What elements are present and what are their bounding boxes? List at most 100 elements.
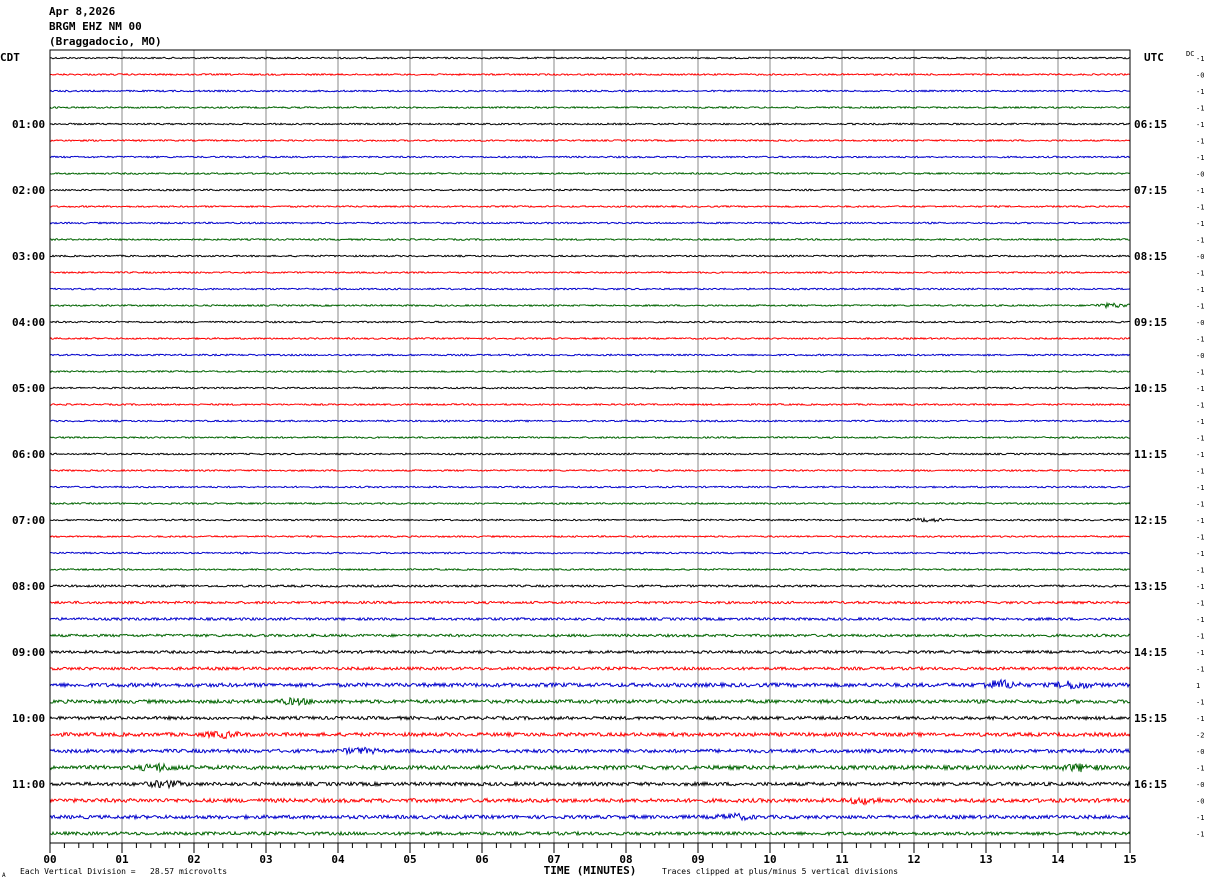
- dc-offset-label: -0: [1196, 72, 1204, 80]
- x-tick-label: 09: [691, 853, 704, 866]
- seismic-trace-row: [49, 320, 1131, 324]
- seismic-trace-row: [49, 353, 1131, 357]
- dc-offset-label: -1: [1196, 154, 1204, 162]
- seismic-trace-row: [49, 452, 1131, 456]
- x-tick-label: 02: [187, 853, 200, 866]
- plot-frame: [49, 49, 1131, 844]
- dc-offset-label: -1: [1196, 138, 1204, 146]
- seismic-trace-row: [49, 501, 1131, 506]
- seismic-trace-row: [49, 649, 1131, 655]
- utc-hour-label: 10:15: [1134, 382, 1167, 395]
- dc-offset-label: -1: [1196, 765, 1204, 773]
- utc-hour-label: 07:15: [1134, 184, 1167, 197]
- cdt-hour-label: 02:00: [12, 184, 45, 197]
- dc-offset-label: -1: [1196, 435, 1204, 443]
- seismic-trace-row: [49, 830, 1131, 837]
- seismic-trace-row: [49, 435, 1131, 440]
- dc-offset-label: -1: [1196, 814, 1204, 822]
- dc-offset-label: -1: [1196, 517, 1204, 525]
- dc-offset-label: -1: [1196, 616, 1204, 624]
- cdt-hour-label: 09:00: [12, 646, 45, 659]
- dc-offset-label: -1: [1196, 385, 1204, 393]
- plot-date: Apr 8,2026: [49, 5, 116, 18]
- seismic-trace-row: [49, 122, 1131, 126]
- station-name: BRGM EHZ NM 00: [49, 20, 142, 33]
- utc-hour-label: 11:15: [1134, 448, 1167, 461]
- x-tick-label: 04: [331, 853, 345, 866]
- dc-offset-label: -0: [1196, 253, 1204, 261]
- dc-offset-label: -1: [1196, 567, 1204, 575]
- seismic-trace-row: [49, 254, 1131, 258]
- dc-offset-label: -0: [1196, 171, 1204, 179]
- dc-offset-label: -1: [1196, 451, 1204, 459]
- x-tick-label: 14: [1051, 853, 1065, 866]
- clipping-note: Traces clipped at plus/minus 5 vertical …: [662, 867, 898, 876]
- seismic-trace-row: [49, 155, 1131, 159]
- seismic-trace-row: [49, 665, 1131, 672]
- seismic-trace-row: [49, 56, 1131, 60]
- seismic-trace-row: [49, 696, 1131, 707]
- dc-offset-label: -0: [1196, 798, 1204, 806]
- seismic-trace-row: [49, 171, 1131, 176]
- cdt-hour-label: 11:00: [12, 778, 45, 791]
- x-axis: 00 01 02 03 04 05 06 07 08 09 10 11 12 13 14 15: [43, 843, 1137, 866]
- dc-offset-label: -1: [1196, 715, 1204, 723]
- seismic-trace-row: [49, 632, 1131, 638]
- x-tick-label: 06: [475, 853, 489, 866]
- seismic-trace-row: [49, 270, 1131, 275]
- seismic-trace-row: [49, 746, 1131, 756]
- dc-offset-label: -1: [1196, 699, 1204, 707]
- cdt-hour-label: 06:00: [12, 448, 45, 461]
- utc-hour-label: 12:15: [1134, 514, 1167, 527]
- dc-offset-label: -1: [1196, 633, 1204, 641]
- seismic-trace-row: [49, 287, 1131, 291]
- x-tick-label: 13: [979, 853, 992, 866]
- x-tick-label: 01: [115, 853, 129, 866]
- seismic-trace-row: [49, 551, 1131, 555]
- seismic-trace-row: [49, 105, 1131, 110]
- seismic-trace-row: [49, 567, 1131, 572]
- dc-offset-label: -1: [1196, 418, 1204, 426]
- dc-offset-label: -1: [1196, 237, 1204, 245]
- x-tick-label: 12: [907, 853, 920, 866]
- seismic-trace-row: [49, 419, 1131, 423]
- cdt-hour-label: 10:00: [12, 712, 45, 725]
- dc-offset-label: -1: [1196, 468, 1204, 476]
- dc-offset-label: -1: [1196, 187, 1204, 195]
- utc-hour-label: 09:15: [1134, 316, 1167, 329]
- dc-offset-label: -1: [1196, 649, 1204, 657]
- dc-offset-label: -1: [1196, 204, 1204, 212]
- utc-hour-label: 13:15: [1134, 580, 1167, 593]
- seismic-trace-row: [49, 221, 1131, 225]
- dc-offset-label: -1: [1196, 286, 1204, 294]
- seismic-trace-row: [49, 402, 1131, 407]
- dc-offset-labels: -1 -0 -1 -1 -1 -1 -1 -0 -1 -1 -1 -1 -0 -1 -1 -1 -0 -1 -0 -1…: [1196, 55, 1204, 839]
- cdt-hour-label: 05:00: [12, 382, 45, 395]
- seismic-trace-row: [49, 796, 1131, 806]
- grid-lines: [121, 50, 1059, 843]
- left-timezone-label: CDT: [0, 51, 20, 64]
- dc-offset-label: -1: [1196, 501, 1204, 509]
- seismic-trace-row: [49, 516, 1131, 523]
- x-tick-label: 10: [763, 853, 776, 866]
- hour-labels: 01:00 02:00 03:00 04:00 05:00 06:00 07:00 08:00…: [12, 118, 1167, 791]
- x-tick-label: 07: [547, 853, 560, 866]
- dc-offset-label: -1: [1196, 105, 1204, 113]
- seismic-trace-row: [49, 138, 1131, 143]
- seismic-traces: [49, 56, 1131, 837]
- dc-offset-label: -0: [1196, 319, 1204, 327]
- right-timezone-label: UTC: [1144, 51, 1164, 64]
- dc-offset-label: -0: [1196, 748, 1204, 756]
- cdt-hour-label: 08:00: [12, 580, 45, 593]
- dc-offset-label: -1: [1196, 484, 1204, 492]
- vertical-division-note: Each Vertical Division = 28.57 microvolt…: [20, 867, 227, 876]
- cdt-hour-label: 03:00: [12, 250, 45, 263]
- station-location: (Braggadocio, MO): [49, 35, 162, 48]
- cdt-hour-label: 04:00: [12, 316, 45, 329]
- x-tick-label: 08: [619, 853, 632, 866]
- dc-offset-label: -1: [1196, 550, 1204, 558]
- dc-offset-label: -1: [1196, 666, 1204, 674]
- seismic-trace-row: [49, 369, 1131, 374]
- dc-offset-label: -2: [1196, 732, 1204, 740]
- seismic-trace-row: [49, 301, 1131, 310]
